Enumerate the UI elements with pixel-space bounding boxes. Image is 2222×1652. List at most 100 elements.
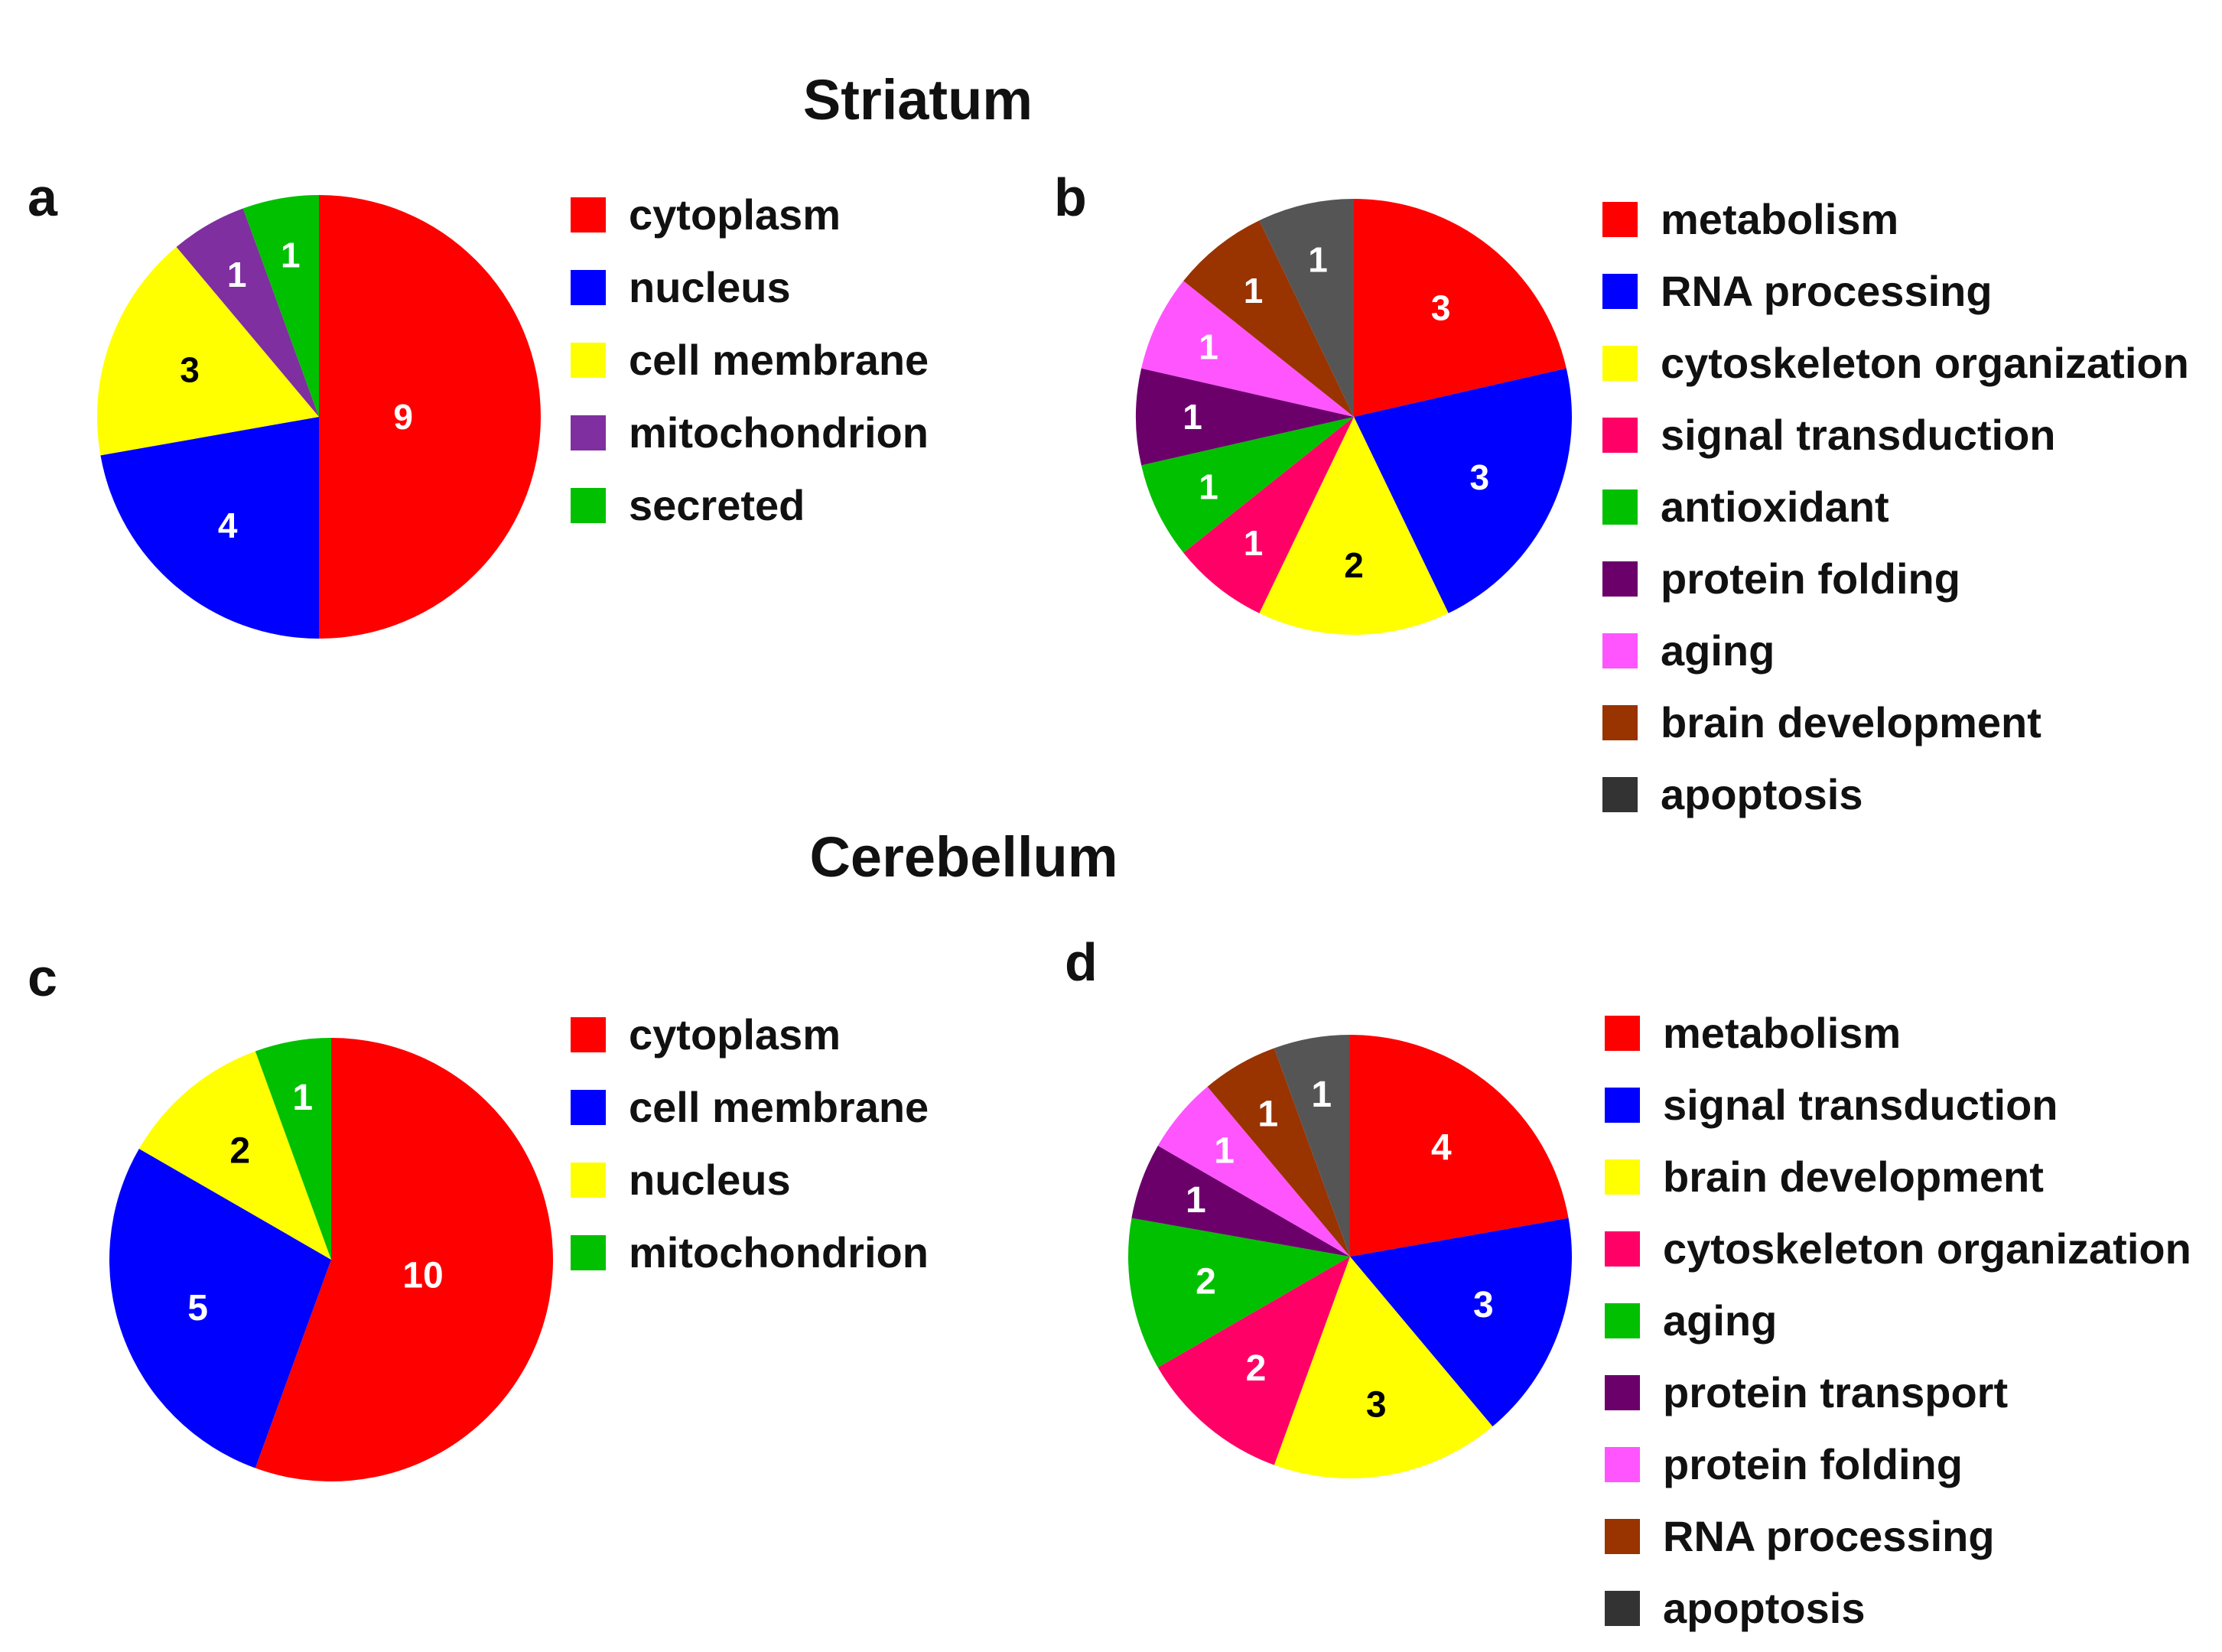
legend-item-metabolism: metabolism: [1602, 194, 1898, 244]
legend-item-mitochondrion: mitochondrion: [571, 408, 929, 457]
legend-swatch: [1602, 273, 1638, 309]
legend-swatch: [1602, 633, 1638, 668]
pie-slice-apoptosis: [1274, 1035, 1350, 1257]
legend-label: brain development: [1661, 698, 2041, 746]
legend-swatch: [571, 1234, 606, 1270]
pie-slice-cytoskeleton-organization: [1259, 417, 1449, 635]
slice-value-label: 1: [1308, 239, 1328, 279]
legend-item-nucleus: nucleus: [571, 1155, 791, 1205]
legend-item-aging: aging: [1605, 1296, 1777, 1345]
legend-label: nucleus: [629, 263, 791, 311]
legend-label: mitochondrion: [629, 1228, 929, 1276]
pie-slice-nucleus: [138, 1051, 331, 1260]
legend-item-brain-development: brain development: [1602, 698, 2041, 747]
pie-slice-rna-processing: [1354, 368, 1572, 613]
slice-value-label: 3: [1473, 1285, 1494, 1325]
legend-label: cytoskeleton organization: [1661, 339, 2189, 387]
legend-label: metabolism: [1663, 1009, 1902, 1057]
legend-item-nucleus: nucleus: [571, 262, 791, 312]
legend-item-protein-folding: protein folding: [1605, 1439, 1963, 1489]
legend-swatch: [1602, 561, 1638, 597]
slice-value-label: 1: [1257, 1094, 1278, 1135]
slice-value-label: 1: [1199, 327, 1218, 366]
legend-label: apoptosis: [1661, 770, 1863, 818]
legend-item-rna-processing: RNA processing: [1602, 266, 1993, 316]
pie-slice-metabolism: [1354, 199, 1566, 417]
pie-slice-aging: [1141, 281, 1354, 417]
legend-swatch: [571, 487, 606, 523]
legend-swatch: [1605, 1590, 1640, 1626]
legend-label: cytoskeleton organization: [1663, 1224, 2191, 1273]
legend-label: cytoplasm: [629, 190, 841, 239]
slice-value-label: 4: [218, 506, 238, 545]
legend-swatch: [571, 342, 606, 378]
pie-slice-mitochondrion: [176, 208, 319, 417]
legend-item-aging: aging: [1602, 626, 1775, 675]
legend-label: cytoplasm: [629, 1010, 841, 1059]
legend-label: secreted: [629, 481, 805, 529]
legend-swatch: [571, 1089, 606, 1125]
pie-slice-cell-membrane: [109, 1149, 331, 1468]
legend-swatch: [1602, 201, 1638, 237]
legend-swatch: [1605, 1159, 1640, 1195]
slice-value-label: 2: [229, 1130, 250, 1171]
slice-value-label: 3: [1470, 457, 1490, 497]
legend-label: antioxidant: [1661, 483, 1889, 531]
pie-slice-brain-development: [1274, 1257, 1493, 1478]
legend-item-rna-processing: RNA processing: [1605, 1511, 1995, 1561]
legend-swatch: [571, 1162, 606, 1198]
legend-item-mitochondrion: mitochondrion: [571, 1228, 929, 1277]
legend-item-signal-transduction: signal transduction: [1602, 410, 2056, 460]
legend-swatch: [1605, 1231, 1640, 1267]
slice-value-label: 1: [1183, 397, 1202, 437]
legend-item-cell-membrane: cell membrane: [571, 1082, 929, 1132]
pie-slice-protein-folding: [1136, 368, 1354, 466]
legend-a: cytoplasm nucleus cell membrane mitochondri…: [571, 190, 1030, 541]
legend-swatch: [1602, 489, 1638, 525]
slice-value-label: 3: [1366, 1385, 1387, 1426]
legend-item-protein-transport: protein transport: [1605, 1367, 2008, 1417]
legend-swatch: [1605, 1446, 1640, 1482]
pie-slice-signal-transduction: [1350, 1218, 1572, 1427]
legend-label: RNA processing: [1663, 1512, 1995, 1560]
legend-label: signal transduction: [1661, 411, 2056, 459]
panel-letter-c: c: [28, 948, 57, 1007]
slice-value-label: 1: [1244, 271, 1264, 311]
panel-letter-b: b: [1054, 167, 1087, 227]
legend-swatch: [1605, 1374, 1640, 1410]
legend-swatch: [571, 269, 606, 305]
legend-c: cytoplasm cell membrane nucleus mitochondri…: [571, 1010, 1030, 1300]
legend-item-apoptosis: apoptosis: [1605, 1583, 1865, 1633]
legend-swatch: [571, 197, 606, 233]
slice-value-label: 4: [1431, 1127, 1452, 1168]
slice-value-label: 1: [292, 1078, 313, 1118]
pie-slice-brain-development: [1183, 220, 1354, 417]
legend-label: nucleus: [629, 1156, 791, 1204]
legend-item-cell-membrane: cell membrane: [571, 335, 929, 385]
legend-label: mitochondrion: [629, 408, 929, 457]
legend-item-secreted: secreted: [571, 480, 805, 530]
legend-label: aging: [1663, 1296, 1778, 1345]
legend-item-protein-folding: protein folding: [1602, 554, 1960, 603]
legend-swatch: [1602, 417, 1638, 453]
legend-label: aging: [1661, 626, 1775, 675]
legend-swatch: [1605, 1015, 1640, 1051]
pie-slice-metabolism: [1350, 1035, 1569, 1257]
legend-label: brain development: [1663, 1153, 2044, 1201]
slice-value-label: 2: [1196, 1262, 1216, 1302]
legend-item-cytoplasm: cytoplasm: [571, 190, 841, 239]
legend-label: protein transport: [1663, 1368, 2009, 1416]
pie-slice-rna-processing: [1207, 1048, 1350, 1257]
pie-slice-nucleus: [100, 417, 319, 639]
slice-value-label: 1: [1186, 1180, 1206, 1221]
legend-label: protein folding: [1663, 1440, 1963, 1488]
slice-value-label: 5: [187, 1288, 208, 1328]
slice-value-label: 2: [1344, 545, 1364, 585]
pie-slice-aging: [1128, 1218, 1350, 1367]
legend-swatch: [1602, 345, 1638, 381]
legend-item-antioxidant: antioxidant: [1602, 482, 1889, 532]
pie-slice-secreted: [242, 195, 319, 417]
legend-swatch: [571, 415, 606, 450]
slice-value-label: 1: [281, 236, 301, 275]
